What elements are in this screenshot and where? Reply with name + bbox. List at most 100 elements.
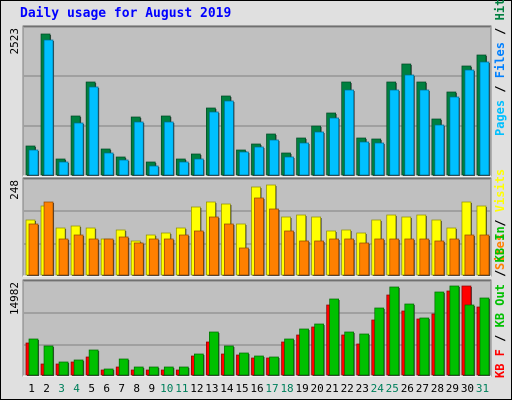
day-label: 19: [295, 382, 308, 395]
legend-item: Hits: [493, 0, 507, 20]
bar-pages: [299, 142, 309, 176]
bar-sites: [284, 230, 294, 276]
bar-pages: [374, 142, 385, 176]
bar-kb-in: [479, 297, 490, 376]
day-label: 3: [58, 382, 65, 395]
bar-sites: [479, 234, 490, 276]
bar-kb-in: [58, 361, 69, 376]
bar-kb-in: [239, 352, 249, 376]
y-max-label: 248: [8, 180, 21, 200]
day-label: 17: [265, 382, 278, 395]
bar-pages: [434, 124, 445, 176]
bar-kb-in: [374, 307, 385, 376]
bar-sites: [178, 234, 189, 276]
bar-sites: [58, 238, 69, 276]
bar-sites: [299, 240, 309, 276]
legend-kbytes: KB F / KB Out / KB In: [493, 226, 507, 378]
chart-title: Daily usage for August 2019: [20, 6, 232, 21]
day-label: 26: [401, 382, 414, 395]
bar-kb-in: [73, 359, 84, 376]
bar-pages: [284, 156, 294, 176]
bar-sites: [314, 240, 324, 276]
legend-separator: /: [493, 78, 507, 100]
legend-item: Sites: [493, 234, 507, 270]
bar-kb-in: [194, 353, 204, 376]
bar-kb-in: [314, 323, 324, 376]
day-label: 31: [476, 382, 489, 395]
legend-separator: /: [493, 212, 507, 234]
bar-pages: [73, 122, 84, 176]
bar-sites: [269, 208, 279, 276]
day-label: 25: [386, 382, 399, 395]
y-max-label: 14982: [8, 282, 21, 315]
bar-kb-in: [103, 368, 114, 376]
legend-item: KB In: [493, 226, 507, 262]
bar-kb-in: [148, 366, 159, 376]
bar-pages: [239, 151, 249, 176]
bar-kb-in: [224, 345, 234, 376]
bar-pages: [464, 69, 475, 176]
bar-pages: [359, 141, 370, 176]
bar-sites: [224, 223, 234, 276]
bar-sites: [103, 238, 114, 276]
bar-pages: [58, 161, 69, 176]
day-label: 8: [133, 382, 140, 395]
bar-pages: [43, 39, 54, 176]
bar-kb-in: [254, 355, 264, 376]
bar-sites: [118, 236, 129, 276]
legend-item: Files: [493, 42, 507, 78]
bar-sites: [239, 247, 249, 276]
bar-kb-in: [88, 349, 99, 376]
bar-sites: [194, 230, 204, 276]
bar-sites: [374, 238, 385, 276]
bar-sites: [43, 201, 54, 276]
bar-kb-in: [178, 366, 189, 376]
day-label: 15: [235, 382, 248, 395]
day-label: 5: [88, 382, 95, 395]
bar-pages: [209, 111, 219, 176]
day-label: 23: [356, 382, 369, 395]
bar-sites: [419, 238, 430, 276]
legend-separator: /: [493, 262, 507, 284]
day-label: 13: [205, 382, 218, 395]
bar-pages: [224, 100, 234, 176]
day-label: 11: [175, 382, 188, 395]
bar-pages: [28, 149, 39, 176]
bar-sites: [449, 238, 460, 276]
day-label: 20: [311, 382, 324, 395]
bar-sites: [329, 238, 339, 276]
day-label: 9: [148, 382, 155, 395]
bar-kb-in: [404, 303, 415, 376]
day-label: 1: [28, 382, 35, 395]
bar-pages: [88, 86, 99, 176]
day-label: 16: [250, 382, 263, 395]
legend-visits: Sites / Visits: [493, 169, 507, 270]
legend-separator: /: [493, 20, 507, 42]
legend-separator: /: [493, 327, 507, 349]
day-label: 14: [220, 382, 234, 395]
bar-pages: [329, 117, 339, 176]
panel-kbytes: 14982 KB F / KB Out / KB In: [8, 226, 507, 378]
bar-sites: [88, 238, 99, 276]
day-label: 4: [73, 382, 80, 395]
bar-kb-in: [43, 345, 54, 376]
bar-pages: [314, 131, 324, 176]
bar-pages: [118, 159, 129, 176]
bar-kb-in: [284, 338, 294, 376]
bar-sites: [73, 234, 84, 276]
bar-kb-in: [359, 333, 370, 376]
bar-pages: [103, 152, 114, 176]
bar-pages: [148, 165, 159, 176]
day-label: 28: [431, 382, 444, 395]
day-label: 2: [43, 382, 50, 395]
day-label: 24: [371, 382, 385, 395]
bar-pages: [404, 74, 415, 176]
legend-item: KB F: [493, 349, 507, 378]
day-label: 29: [446, 382, 459, 395]
panel-hits: 2523 Pages / Files / Hits: [8, 0, 507, 177]
bar-kb-in: [449, 285, 460, 376]
panel-visits: 248 Sites / Visits: [8, 169, 507, 277]
bar-kb-in: [329, 298, 339, 376]
y-max-label: 2523: [8, 28, 21, 55]
bar-pages: [178, 161, 189, 176]
